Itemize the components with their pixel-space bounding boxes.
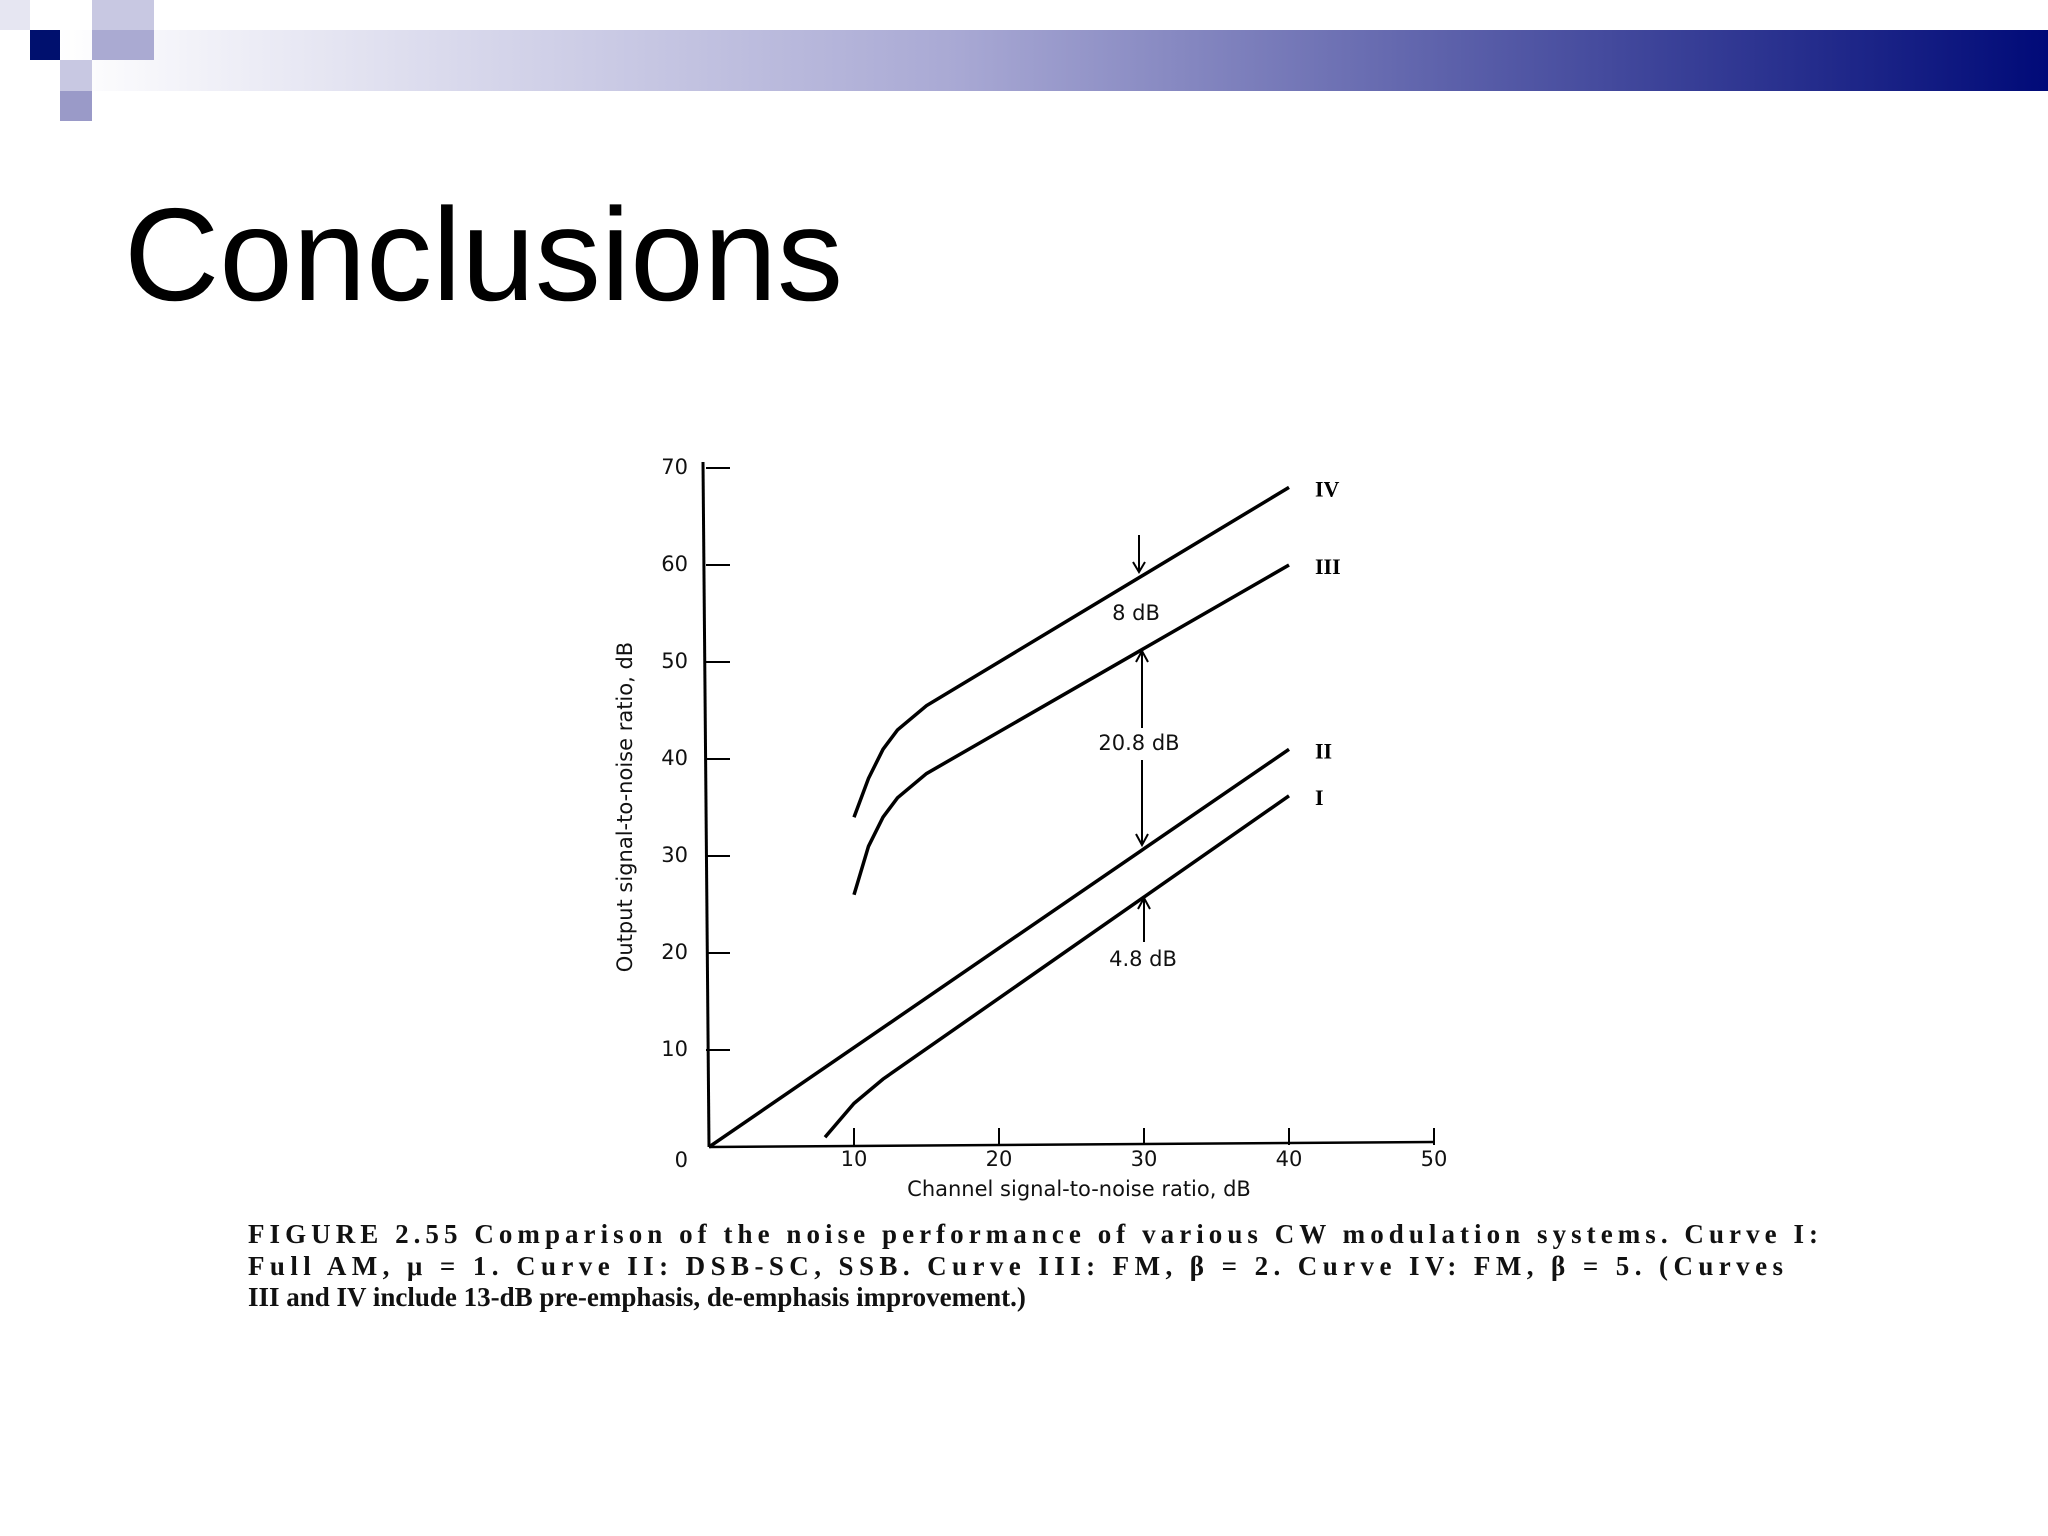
header-square [30, 30, 60, 60]
y-tick-label: 50 [661, 649, 688, 673]
y-tick-label: 60 [661, 552, 688, 576]
annotation: 20.8 dB [1098, 731, 1179, 755]
curve [823, 794, 1291, 1139]
header-square [60, 60, 92, 91]
curve [852, 485, 1290, 818]
slide-title: Conclusions [124, 181, 843, 328]
annotation: 8 dB [1112, 601, 1160, 625]
y-tick-label: 10 [661, 1037, 688, 1061]
x-tick-label: 40 [1276, 1147, 1303, 1171]
y-tick-label: 30 [661, 843, 688, 867]
x-tick-label: 30 [1131, 1147, 1158, 1171]
caption-line: Full AM, μ = 1. Curve II: DSB-SC, SSB. C… [248, 1251, 1783, 1281]
y-tick-label: 20 [661, 940, 688, 964]
curve-label: I [1315, 785, 1324, 810]
curve [708, 747, 1290, 1149]
caption-line: III and IV include 13-dB pre-emphasis, d… [248, 1282, 1026, 1312]
annotation: 4.8 dB [1109, 947, 1177, 971]
curve-label: III [1315, 554, 1341, 579]
y-axis [701, 461, 711, 1148]
curve [852, 563, 1290, 896]
curve-label: II [1315, 738, 1332, 763]
caption-line: FIGURE 2.55 Comparison of the noise perf… [248, 1219, 1818, 1249]
header-square [60, 91, 92, 121]
x-axis-label: Channel signal-to-noise ratio, dB [907, 1177, 1251, 1201]
y-tick-label: 0 [675, 1148, 688, 1172]
chart: Channel signal-to-noise ratio, dB Output… [613, 455, 1447, 1201]
y-tick-label: 40 [661, 746, 688, 770]
header-bar [58, 30, 2048, 91]
curve-label: IV [1315, 476, 1340, 501]
arrowhead [1135, 833, 1149, 848]
header-square [0, 0, 30, 30]
y-axis-label: Output signal-to-noise ratio, dB [613, 642, 637, 972]
arrowhead [1132, 561, 1146, 574]
x-tick-label: 10 [841, 1147, 868, 1171]
x-tick-label: 50 [1421, 1147, 1448, 1171]
x-axis [708, 1140, 1435, 1149]
x-tick-label: 20 [986, 1147, 1013, 1171]
header-square [92, 0, 154, 30]
y-tick-label: 70 [661, 455, 688, 479]
header-square [92, 30, 154, 60]
